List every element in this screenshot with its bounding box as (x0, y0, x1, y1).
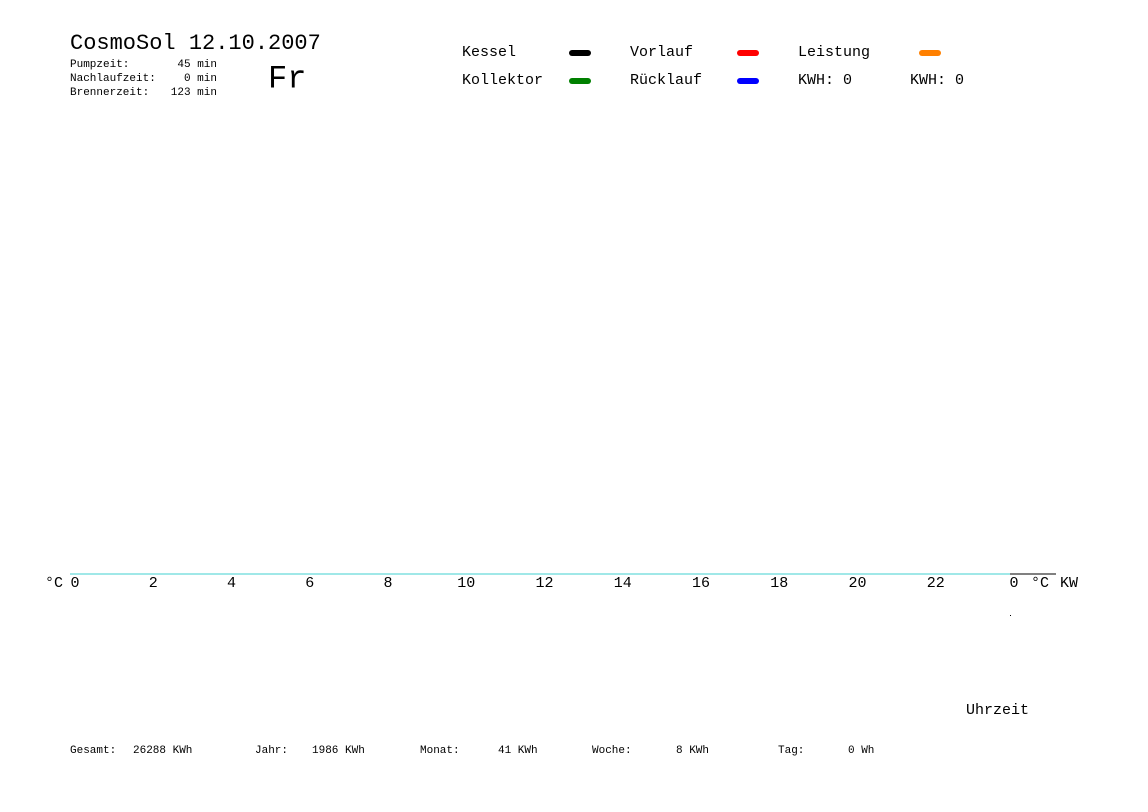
legend-label: Rücklauf (630, 72, 702, 89)
total-label: Tag: (778, 745, 804, 757)
kwh-label: KWH: 0 (910, 72, 964, 89)
legend-label: Kessel (462, 44, 516, 61)
y2-unit: KW (1060, 575, 1078, 592)
kwh-label: KWH: 0 (798, 72, 852, 89)
x-tick-label: 22 (927, 575, 945, 592)
legend-label: Kollektor (462, 72, 543, 89)
total-value: 26288 KWh (133, 745, 192, 757)
x-tick-label: 4 (227, 575, 236, 592)
x-tick-label: 12 (535, 575, 553, 592)
total-label: Gesamt: (70, 745, 116, 757)
info-label: Brennerzeit: (70, 87, 149, 99)
info-value: 45 min (177, 59, 217, 71)
total-label: Monat: (420, 745, 460, 757)
legend-label: Vorlauf (630, 44, 693, 61)
info-value: 123 min (171, 87, 217, 99)
y-axis-label: °C (45, 575, 63, 592)
x-tick-label: 0 (70, 575, 79, 592)
info-label: Nachlaufzeit: (70, 73, 156, 85)
total-label: Jahr: (255, 745, 288, 757)
info-label: Pumpzeit: (70, 59, 129, 71)
total-value: 1986 KWh (312, 745, 365, 757)
x-tick-label: 0 (1009, 575, 1018, 592)
x-tick-label: 18 (770, 575, 788, 592)
weekday: Fr (268, 60, 306, 97)
x-axis-label: Uhrzeit (966, 702, 1029, 719)
x-tick-label: 10 (457, 575, 475, 592)
total-value: 41 KWh (498, 745, 538, 757)
total-value: 0 Wh (848, 745, 874, 757)
x-tick-label: 2 (149, 575, 158, 592)
total-value: 8 KWh (676, 745, 709, 757)
x-tick-label: 6 (305, 575, 314, 592)
legend-label: Leistung (798, 44, 870, 61)
x-tick-label: 20 (848, 575, 866, 592)
x-tick-label: 8 (383, 575, 392, 592)
info-value: 0 min (184, 73, 217, 85)
x-tick-label: 14 (614, 575, 632, 592)
x-tick-label: 16 (692, 575, 710, 592)
y2-axis-label: °C (1031, 575, 1049, 592)
dot (1010, 615, 1011, 616)
total-label: Woche: (592, 745, 632, 757)
chart-title: CosmoSol 12.10.2007 (70, 31, 321, 56)
